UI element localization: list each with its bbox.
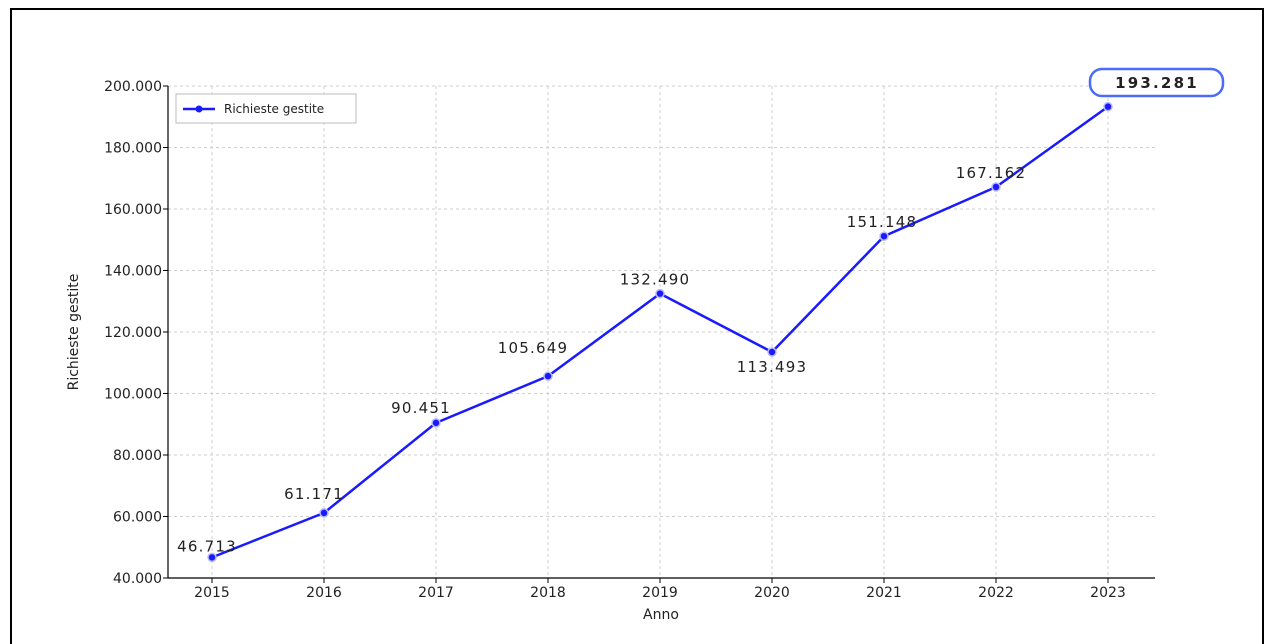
grid-lines xyxy=(168,85,1155,578)
y-tick-label: 80.000 xyxy=(113,448,162,464)
legend: Richieste gestite xyxy=(175,93,357,124)
x-tick-label: 2021 xyxy=(866,585,902,601)
highlight-callout: 193.281 xyxy=(1088,67,1225,98)
x-tick-label: 2016 xyxy=(306,585,342,601)
data-label: 46.713 xyxy=(177,537,237,555)
data-point xyxy=(767,347,777,357)
legend-marker-swatch xyxy=(195,105,203,113)
data-point xyxy=(1103,101,1113,112)
x-tick-label: 2015 xyxy=(194,585,230,601)
data-label: 132.490 xyxy=(620,271,690,289)
legend-label: Richieste gestite xyxy=(224,102,324,116)
x-tick-label: 2023 xyxy=(1090,585,1126,601)
y-tick-label: 120.000 xyxy=(104,325,162,341)
x-tick-label: 2022 xyxy=(978,585,1014,601)
x-tick-label: 2018 xyxy=(530,585,566,601)
data-point xyxy=(543,371,553,381)
x-tick-label: 2019 xyxy=(642,585,678,601)
y-tick-label: 100.000 xyxy=(104,387,162,403)
x-tick-label: 2020 xyxy=(754,585,790,601)
highlight-box xyxy=(1088,67,1225,98)
y-tick-label: 60.000 xyxy=(113,510,162,526)
data-label: 151.148 xyxy=(847,213,917,231)
highlight-value: 193.281 xyxy=(1115,74,1199,92)
y-tick-label: 200.000 xyxy=(104,79,162,95)
y-tick-label: 40.000 xyxy=(113,571,162,587)
y-tick-label: 160.000 xyxy=(104,202,162,218)
data-label: 167.162 xyxy=(956,164,1026,182)
data-point xyxy=(991,182,1001,192)
data-point xyxy=(879,231,889,241)
data-label: 61.171 xyxy=(284,485,344,503)
y-ticks: 40.000 60.000 80.000 100.000 120.000 140.000 1… xyxy=(104,79,168,587)
data-point xyxy=(319,508,329,518)
data-point xyxy=(207,552,217,563)
x-ticks: 2015 2016 2017 2018 2019 2020 2021 2022 2023 xyxy=(194,578,1126,601)
x-axis-title: Anno xyxy=(643,607,679,623)
data-label: 113.493 xyxy=(737,358,807,376)
chart-frame xyxy=(10,8,1264,644)
series-group: 46.713 61.171 90.451 105.649 132.490 113.493 1… xyxy=(177,101,1113,563)
x-tick-label: 2017 xyxy=(418,585,454,601)
data-label: 90.451 xyxy=(391,399,451,417)
y-tick-label: 140.000 xyxy=(104,264,162,280)
data-point xyxy=(431,418,441,428)
y-tick-label: 180.000 xyxy=(104,141,162,157)
data-point xyxy=(655,288,665,299)
y-axis-title: Richieste gestite xyxy=(66,274,82,391)
data-label: 105.649 xyxy=(498,339,568,357)
